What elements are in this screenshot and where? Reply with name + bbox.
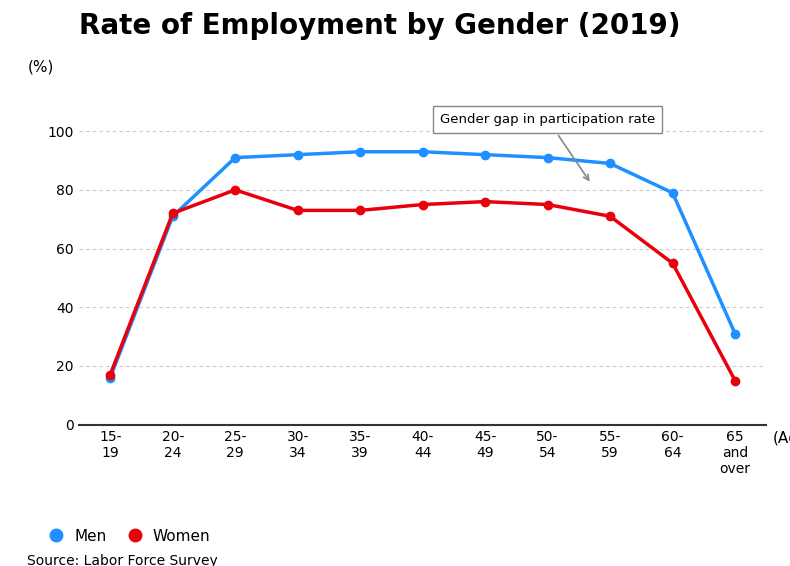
Legend: Men, Women: Men, Women — [35, 522, 216, 550]
Text: Gender gap in participation rate: Gender gap in participation rate — [440, 113, 655, 180]
Text: Rate of Employment by Gender (2019): Rate of Employment by Gender (2019) — [79, 12, 680, 40]
Text: (%): (%) — [28, 60, 54, 75]
Text: Source: Labor Force Survey
(Ministry of Internal Affairs and Communications): Source: Labor Force Survey (Ministry of … — [28, 554, 370, 566]
Text: (Age): (Age) — [773, 431, 790, 446]
